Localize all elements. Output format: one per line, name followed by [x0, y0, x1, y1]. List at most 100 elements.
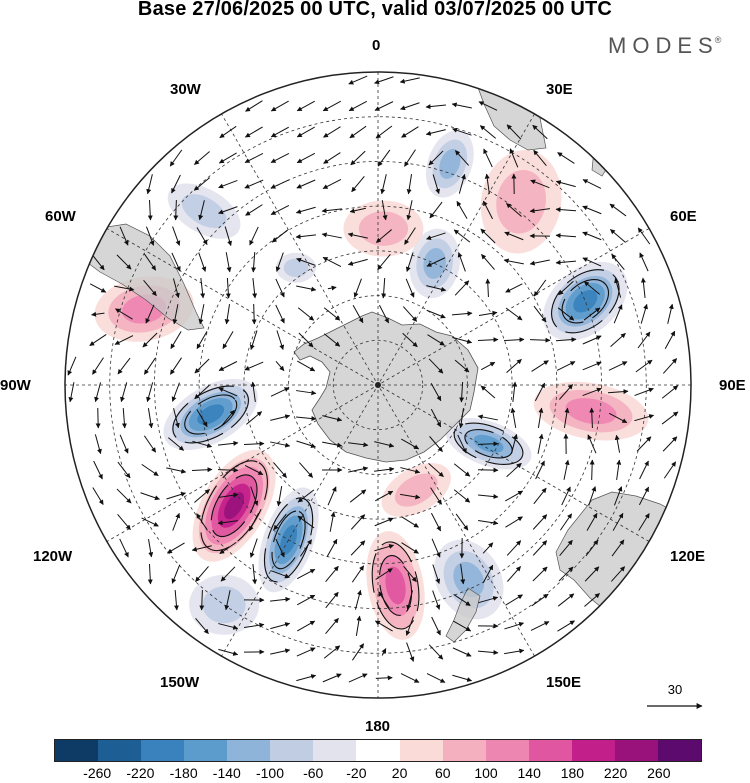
wind-vector-arrow: [244, 464, 264, 476]
wind-vector-arrow: [244, 153, 264, 163]
wind-vector-arrow: [426, 673, 446, 683]
wind-vector-arrow: [478, 596, 499, 604]
wind-vector-arrow: [325, 565, 339, 583]
wind-vector-arrow: [270, 179, 290, 189]
wind-vector-arrow: [611, 539, 625, 557]
wind-vector-arrow: [218, 361, 238, 371]
wind-vector-arrow: [431, 616, 441, 636]
wind-vector-arrow: [297, 307, 315, 321]
wind-vector-arrow: [200, 278, 206, 299]
wind-vector-arrow: [296, 126, 315, 138]
wind-vector-arrow: [429, 436, 443, 453]
wind-vector-arrow: [452, 674, 473, 682]
wind-vector-arrow: [198, 252, 207, 272]
wind-vector-arrow: [503, 337, 525, 343]
wind-vector-arrow: [485, 278, 491, 298]
colorbar-swatch: [399, 740, 443, 761]
wind-vector-arrow: [244, 622, 265, 628]
wind-vector-arrow: [348, 75, 368, 85]
lon-label-150e: 150E: [546, 674, 582, 691]
wind-vector-arrow: [298, 332, 314, 348]
wind-vector-arrow: [148, 539, 154, 558]
wind-vector-arrow: [297, 620, 316, 632]
wind-vector-arrow: [589, 459, 595, 481]
wind-vector-arrow: [141, 463, 159, 477]
colorbar-swatch: [442, 740, 486, 761]
wind-vector-arrow: [349, 125, 367, 139]
lon-label-90w: 90W: [0, 377, 31, 394]
wind-vector-arrow: [217, 520, 238, 526]
anomaly-contour-band: [394, 473, 438, 507]
lon-label-30e: 30E: [546, 81, 573, 98]
wind-vector-arrow: [478, 310, 498, 317]
wind-vector-arrow: [350, 540, 366, 556]
wind-vector-arrow: [323, 645, 341, 659]
wind-vector-arrow: [555, 233, 577, 239]
wind-vector-arrow: [270, 387, 290, 397]
wind-vector-arrow: [453, 489, 471, 503]
colorbar-swatch: [270, 740, 314, 761]
wind-vector-arrow: [351, 175, 365, 193]
streamline-loop: [561, 279, 610, 324]
wind-vector-arrow: [453, 620, 472, 632]
wind-vector-arrow: [141, 517, 159, 527]
wind-vector-arrow: [530, 179, 550, 189]
anomaly-contour-band: [496, 169, 547, 234]
wind-vector-arrow: [610, 332, 626, 348]
lon-label-30w: 30W: [170, 81, 201, 98]
colorbar-tick-label: -260: [83, 765, 112, 781]
wind-vector-arrow: [276, 330, 285, 350]
wind-vector-arrow: [662, 358, 678, 374]
wind-vector-arrow: [121, 407, 127, 429]
wind-vector-arrow: [607, 389, 629, 395]
wind-vector-arrow: [506, 203, 522, 217]
wind-vector-arrow: [404, 227, 416, 245]
anomaly-pos-130w: [192, 449, 276, 562]
anomaly-contour-band: [224, 492, 245, 520]
wind-vector-arrow: [533, 305, 547, 323]
wind-vector-arrow: [326, 538, 338, 557]
wind-vector-arrow: [425, 129, 446, 136]
wind-vector-arrow: [327, 486, 337, 506]
wind-vector-arrow: [559, 384, 573, 400]
wind-vector-arrow: [172, 304, 179, 325]
wind-vector-arrow: [117, 357, 131, 375]
wind-vector-arrow: [245, 204, 263, 216]
wind-vector-arrow: [249, 330, 258, 351]
brand-logo: MODES®: [608, 33, 725, 59]
wind-vector-arrow: [484, 173, 490, 194]
wind-vector-arrow: [296, 100, 316, 112]
wind-vector-arrow: [557, 307, 575, 321]
wind-vector-arrow: [637, 227, 651, 245]
wind-vector-arrow: [453, 463, 471, 477]
chart-title: Base 27/06/2025 00 UTC, valid 03/07/2025…: [137, 0, 613, 20]
wind-vector-arrow: [504, 621, 525, 630]
wind-vector-arrow: [431, 538, 441, 558]
wind-vector-arrow: [166, 491, 187, 500]
wind-vector-arrow: [663, 461, 677, 479]
wind-vector-arrow: [505, 307, 523, 321]
wind-vector-arrow: [428, 150, 444, 166]
brand-registered-mark: ®: [714, 35, 722, 45]
wind-vector-arrow: [401, 438, 420, 450]
wind-vector-arrow: [322, 441, 343, 448]
wind-vector-arrow: [608, 412, 628, 424]
wind-vector-arrow: [477, 414, 498, 421]
wind-vector-arrow: [608, 361, 628, 371]
wind-vector-arrow: [480, 385, 496, 399]
wind-vector-arrow: [429, 201, 443, 219]
wind-vector-arrow: [219, 125, 237, 139]
lon-label-60e: 60E: [670, 208, 697, 225]
wind-vector-arrow: [198, 200, 205, 221]
colorbar-tick-label: -220: [126, 765, 155, 781]
wind-vector-arrow: [323, 152, 341, 164]
wind-vector-arrow: [557, 620, 575, 632]
wind-vector-arrow: [405, 616, 414, 636]
lon-label-0: 0: [372, 37, 381, 54]
wind-vector-arrow: [400, 493, 421, 500]
streamline-loop: [453, 422, 524, 465]
wind-vector-arrow: [661, 411, 679, 425]
anomaly-contour-band: [573, 289, 598, 313]
wind-vector-arrow: [249, 226, 259, 246]
wind-vector-arrow: [296, 285, 317, 292]
